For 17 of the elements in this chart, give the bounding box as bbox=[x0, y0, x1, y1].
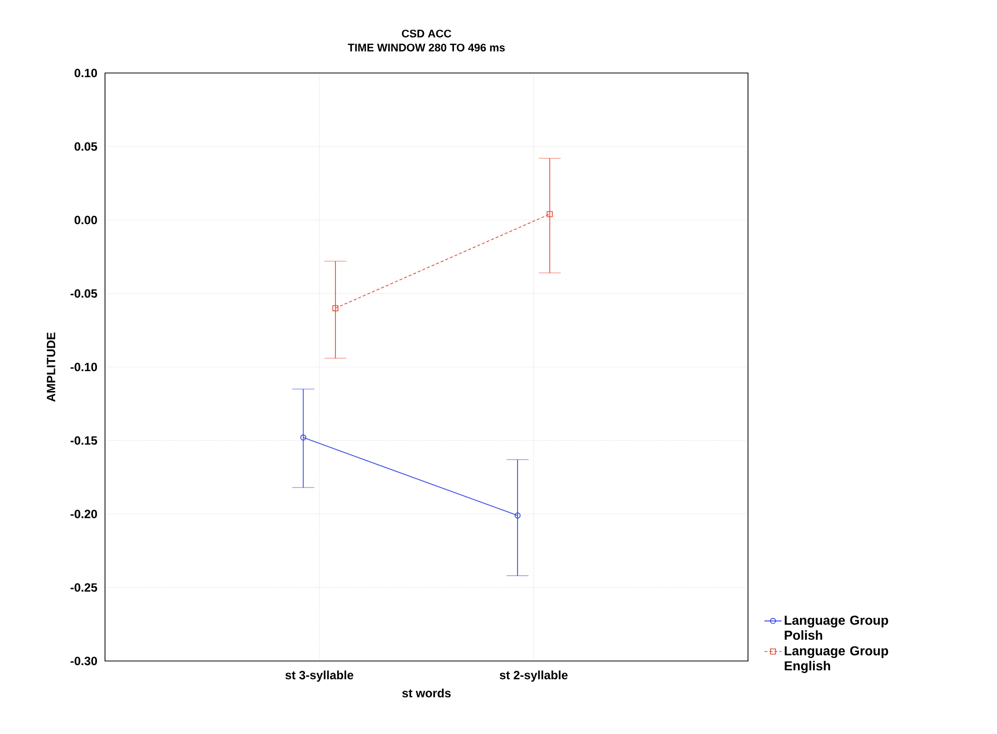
x-tick-label: st 2-syllable bbox=[500, 670, 568, 682]
y-axis-title: AMPLITUDE bbox=[46, 332, 56, 402]
chart-title: CSD ACC bbox=[402, 30, 452, 38]
x-tick-label: st 3-syllable bbox=[285, 670, 354, 682]
legend-label: Language Group English bbox=[784, 646, 888, 674]
y-tick-label: 0.10 bbox=[74, 68, 97, 78]
y-tick-label: -0.05 bbox=[70, 289, 98, 298]
y-tick-label: -0.20 bbox=[70, 510, 97, 518]
y-tick-label: 0.00 bbox=[74, 216, 97, 224]
y-tick-label: -0.10 bbox=[70, 362, 97, 372]
y-tick-label: -0.15 bbox=[70, 436, 98, 445]
x-axis-title: st words bbox=[402, 688, 451, 698]
y-tick-label: -0.30 bbox=[70, 656, 97, 666]
legend-label: Language Group Polish bbox=[784, 616, 888, 640]
chart-subtitle: TIME WINDOW 280 TO 496 ms bbox=[348, 44, 505, 52]
y-tick-label: -0.25 bbox=[70, 583, 98, 592]
y-tick-label: 0.05 bbox=[74, 142, 98, 151]
